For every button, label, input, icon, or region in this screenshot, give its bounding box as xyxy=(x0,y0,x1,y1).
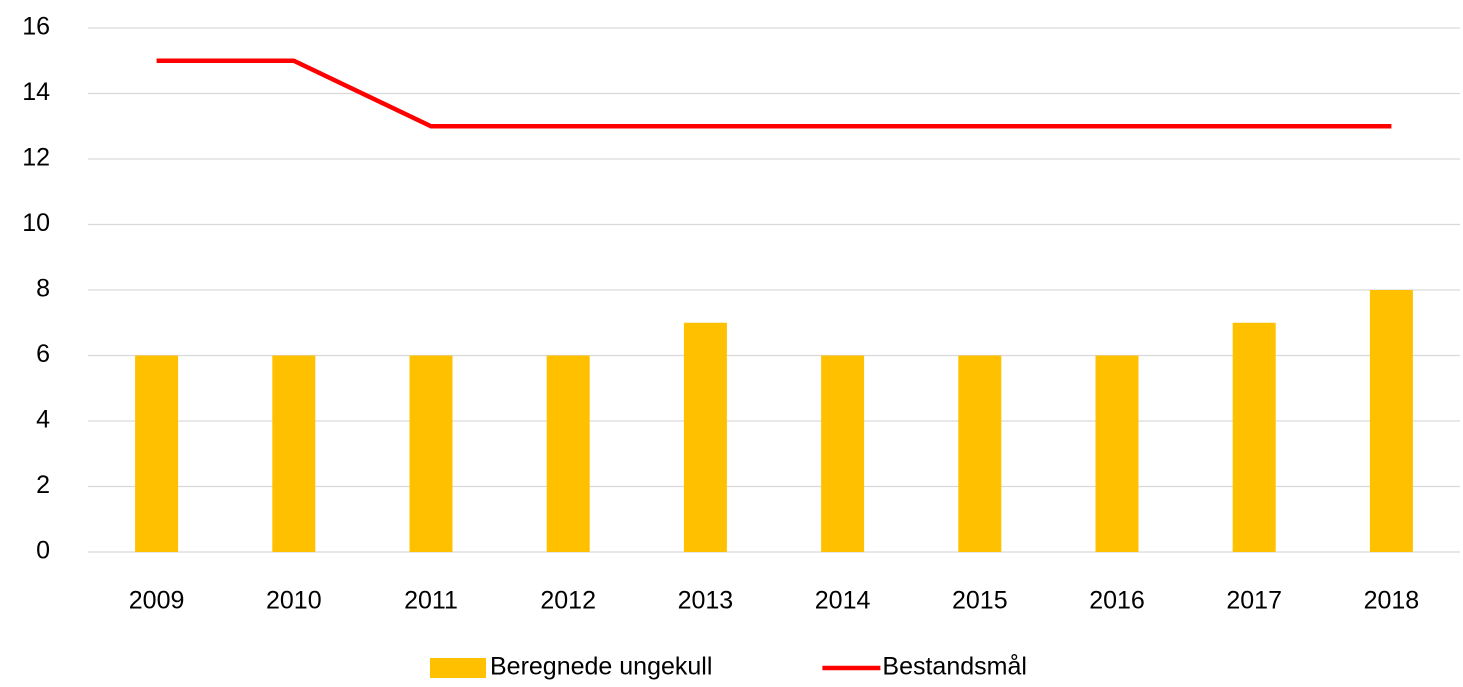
y-tick-label: 10 xyxy=(22,209,50,237)
x-tick-label: 2016 xyxy=(1089,587,1145,615)
legend-swatch xyxy=(430,658,486,678)
bar xyxy=(272,355,316,552)
x-tick-label: 2018 xyxy=(1364,587,1420,615)
y-tick-label: 12 xyxy=(22,144,50,172)
line xyxy=(156,58,1392,129)
bar xyxy=(1232,322,1276,552)
bar xyxy=(135,355,179,552)
y-tick-label: 2 xyxy=(36,471,50,499)
bar xyxy=(409,355,453,552)
bar xyxy=(1369,290,1413,552)
x-tick-label: 2011 xyxy=(404,587,458,615)
x-tick-label: 2014 xyxy=(815,587,871,615)
y-tick-label: 6 xyxy=(36,340,50,368)
x-tick-label: 2009 xyxy=(129,587,185,615)
x-tick-label: 2017 xyxy=(1226,587,1282,615)
bar xyxy=(958,355,1002,552)
legend-label: Bestandsmål xyxy=(882,653,1027,681)
bar xyxy=(821,355,865,552)
bar xyxy=(546,355,590,552)
y-tick-label: 4 xyxy=(36,406,50,434)
y-tick-label: 14 xyxy=(22,78,50,106)
legend-label: Beregnede ungekull xyxy=(490,653,712,681)
x-tick-label: 2012 xyxy=(540,587,596,615)
x-tick-label: 2015 xyxy=(952,587,1008,615)
bar xyxy=(683,322,727,552)
x-tick-label: 2013 xyxy=(678,587,734,615)
y-tick-label: 0 xyxy=(36,537,50,565)
y-tick-label: 8 xyxy=(36,275,50,303)
y-tick-label: 16 xyxy=(22,13,50,41)
bar xyxy=(1095,355,1139,552)
x-tick-label: 2010 xyxy=(266,587,322,615)
